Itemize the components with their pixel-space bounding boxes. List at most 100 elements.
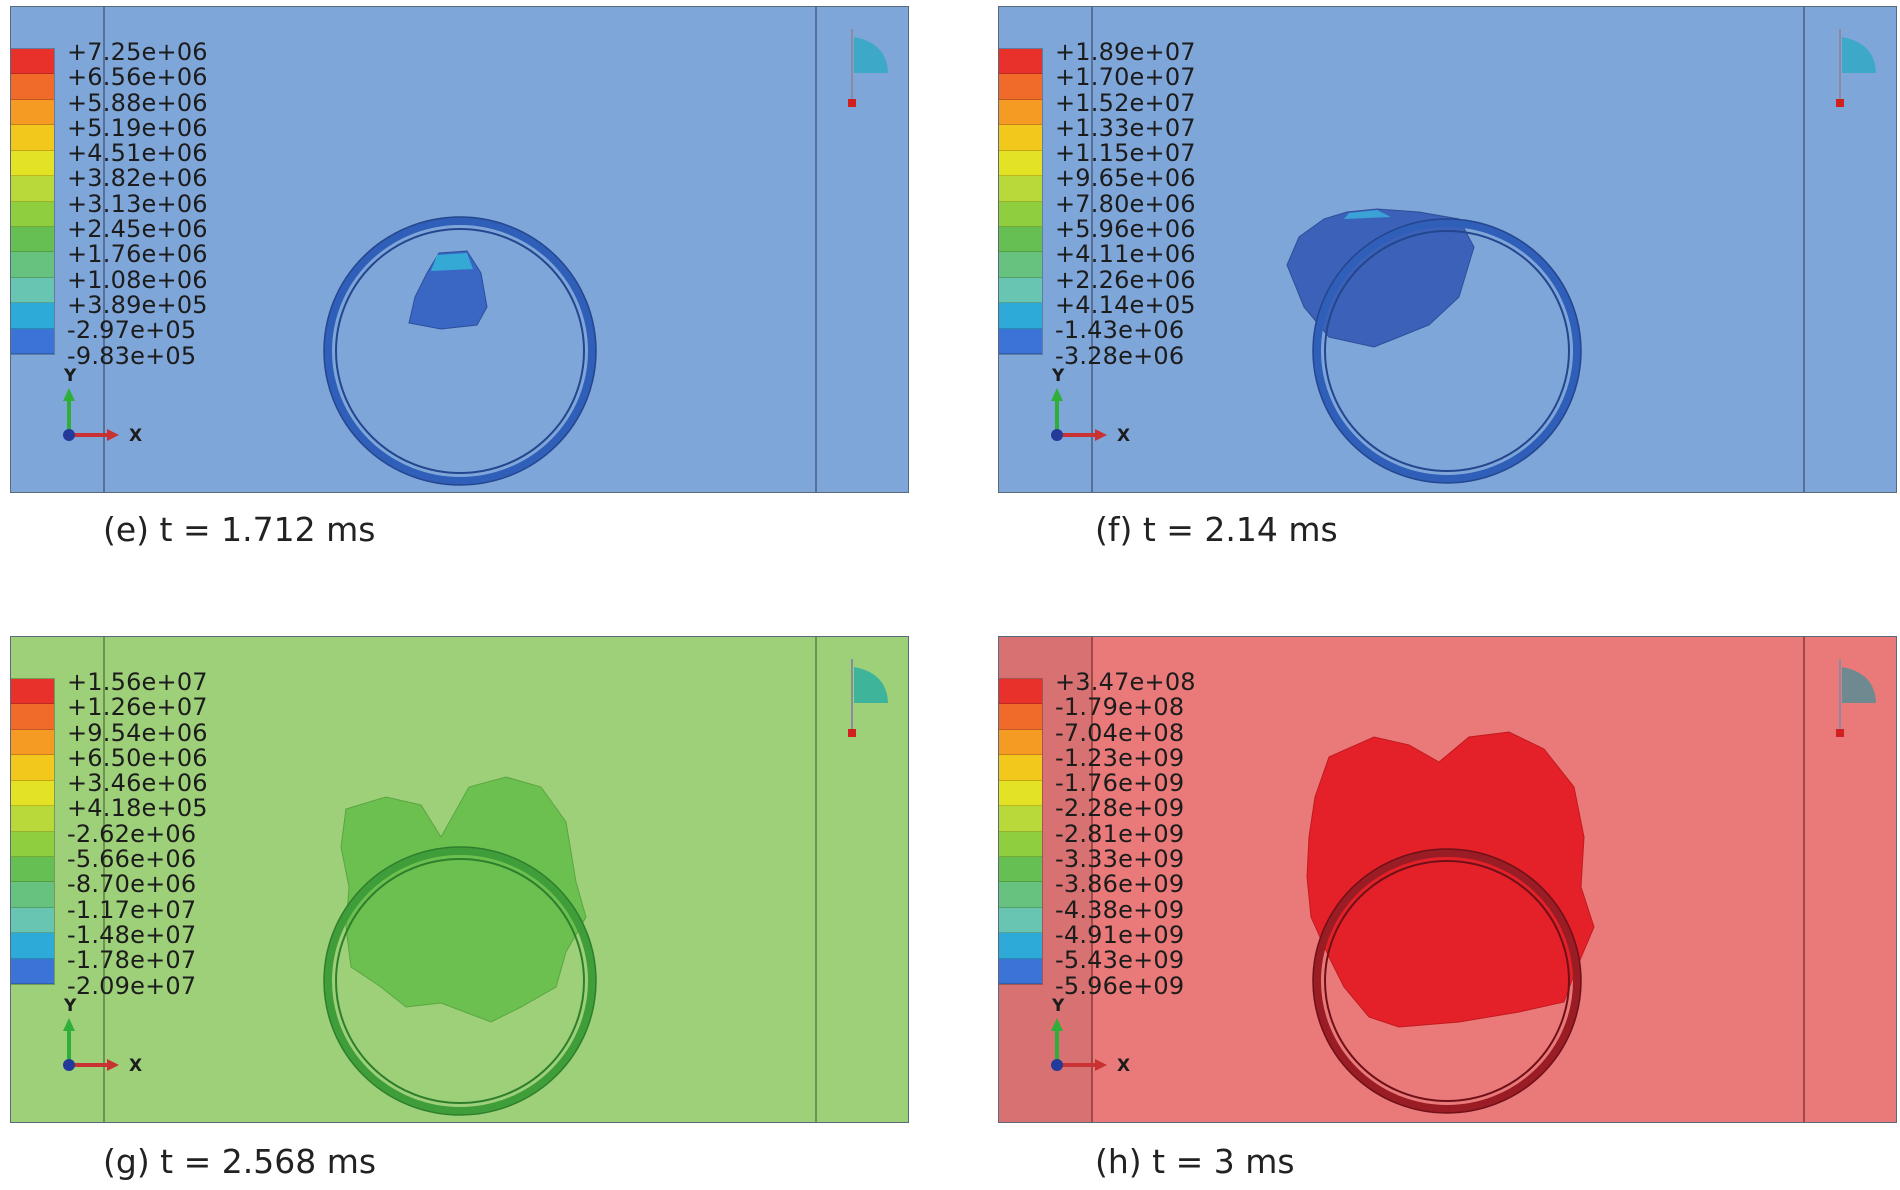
colorbar — [999, 48, 1043, 355]
legend-value: +4.18e+05 — [67, 794, 208, 823]
colorbar — [999, 678, 1043, 985]
legend-value: +1.26e+07 — [67, 693, 208, 722]
colorbar-swatch — [11, 201, 54, 227]
colorbar-swatch — [999, 806, 1042, 832]
legend-value: -2.09e+07 — [67, 971, 197, 1000]
colorbar-swatch — [11, 780, 54, 807]
x-axis-label: X — [129, 1056, 142, 1076]
axis-triad-icon: Y X — [63, 996, 142, 1076]
legend-value: -3.28e+06 — [1055, 341, 1185, 370]
legend-value: +9.65e+06 — [1055, 164, 1196, 193]
colorbar-swatch — [11, 99, 54, 126]
panel-g: Y X +1.56e+07 +1.26e+07 +9.54e+06 +6.50e… — [10, 636, 909, 1123]
colorbar-swatch — [11, 303, 54, 329]
scene-h: Y X — [999, 637, 1896, 1122]
scene-e: Y X — [11, 7, 908, 492]
colorbar-swatch — [999, 252, 1042, 278]
legend-value: -5.66e+06 — [67, 845, 197, 874]
caption-f: (f) t = 2.14 ms — [1095, 510, 1338, 549]
y-axis-label: Y — [63, 996, 77, 1016]
legend-value: +7.80e+06 — [1055, 189, 1196, 218]
colorbar — [11, 678, 55, 985]
colorbar-swatch — [999, 74, 1042, 100]
colorbar-swatch — [999, 303, 1042, 329]
colorbar-swatch — [999, 150, 1042, 177]
legend-value: -1.48e+07 — [67, 920, 197, 949]
legend-value: -1.17e+07 — [67, 895, 197, 924]
colorbar-swatch — [11, 907, 54, 934]
pipe-ring — [323, 216, 597, 486]
pipe-ring — [323, 846, 597, 1116]
scene-g: Y X — [11, 637, 908, 1122]
legend-value: -1.23e+09 — [1055, 743, 1185, 772]
colorbar-swatch — [11, 958, 54, 985]
legend-value: +4.14e+05 — [1055, 290, 1196, 319]
view-triad-icon — [1836, 659, 1876, 737]
colorbar — [11, 48, 55, 355]
colorbar-swatch — [999, 831, 1042, 857]
colorbar-swatch — [11, 729, 54, 756]
legend-value: -2.62e+06 — [67, 819, 197, 848]
legend-value: +4.11e+06 — [1055, 240, 1196, 269]
colorbar-swatch — [999, 780, 1042, 807]
colorbar-swatch — [999, 856, 1042, 883]
colorbar-swatch — [11, 49, 54, 75]
colorbar-swatch — [11, 856, 54, 883]
colorbar-swatch — [11, 226, 54, 253]
colorbar-swatch — [999, 882, 1042, 908]
legend-value: +1.33e+07 — [1055, 113, 1196, 142]
legend-value: -8.70e+06 — [67, 870, 197, 899]
y-axis-label: Y — [1051, 996, 1065, 1016]
legend-value: +2.45e+06 — [67, 215, 208, 244]
colorbar-swatch — [999, 49, 1042, 75]
gas-bubble — [1286, 208, 1475, 348]
colorbar-swatch — [11, 252, 54, 278]
view-triad-icon — [1836, 29, 1876, 107]
caption-e: (e) t = 1.712 ms — [103, 510, 376, 549]
gas-bubble-cap — [1344, 210, 1391, 219]
colorbar-swatch — [11, 74, 54, 100]
legend-value: +3.46e+06 — [67, 769, 208, 798]
legend-value: +3.47e+08 — [1055, 668, 1196, 696]
colorbar-swatch — [999, 176, 1042, 202]
gas-bubble — [340, 776, 587, 1023]
legend-value: -4.38e+09 — [1055, 895, 1185, 924]
colorbar-swatch — [11, 328, 54, 355]
legend-value: -2.97e+05 — [67, 316, 197, 345]
legend-value: -1.43e+06 — [1055, 316, 1185, 345]
colorbar-swatch — [999, 704, 1042, 730]
legend-value: +1.52e+07 — [1055, 88, 1196, 117]
axis-triad-icon: Y X — [1051, 366, 1130, 446]
panel-h: Y X +3.47e+08 -1.79e+08 -7.04e+08 -1.23e… — [998, 636, 1897, 1123]
colorbar-swatch — [11, 882, 54, 908]
legend-value: -5.96e+09 — [1055, 971, 1185, 1000]
colorbar-swatch — [999, 755, 1042, 781]
legend-value: +1.56e+07 — [67, 668, 208, 696]
colorbar-swatch — [999, 125, 1042, 151]
legend-value: +5.19e+06 — [67, 113, 208, 142]
legend-value: -5.43e+09 — [1055, 946, 1185, 975]
colorbar-swatch — [999, 99, 1042, 126]
colorbar-swatch — [999, 277, 1042, 304]
view-triad-icon — [848, 659, 888, 737]
colorbar-swatch — [11, 679, 54, 705]
panel-e: Y X +7.25e+06 +6.56e+06 +5.88e+06 +5.19e… — [10, 6, 909, 493]
y-axis-label: Y — [63, 366, 77, 386]
legend-value: +5.96e+06 — [1055, 215, 1196, 244]
legend-value: +9.54e+06 — [67, 718, 208, 747]
colorbar-swatch — [11, 277, 54, 304]
legend-value: +1.70e+07 — [1055, 63, 1196, 92]
background-e — [11, 7, 908, 492]
y-axis-label: Y — [1051, 366, 1065, 386]
legend-value: -1.76e+09 — [1055, 769, 1185, 798]
legend-value: -9.83e+05 — [67, 341, 197, 370]
view-triad-icon — [848, 29, 888, 107]
panel-f: Y X +1.89e+07 +1.70e+07 +1.52e+07 +1.33e… — [998, 6, 1897, 493]
legend-value: +1.76e+06 — [67, 240, 208, 269]
colorbar-swatch — [999, 201, 1042, 227]
gas-bubble — [408, 250, 488, 330]
legend-value: -2.81e+09 — [1055, 819, 1185, 848]
colorbar-swatch — [999, 907, 1042, 934]
x-axis-label: X — [1117, 426, 1130, 446]
colorbar-swatch — [11, 176, 54, 202]
